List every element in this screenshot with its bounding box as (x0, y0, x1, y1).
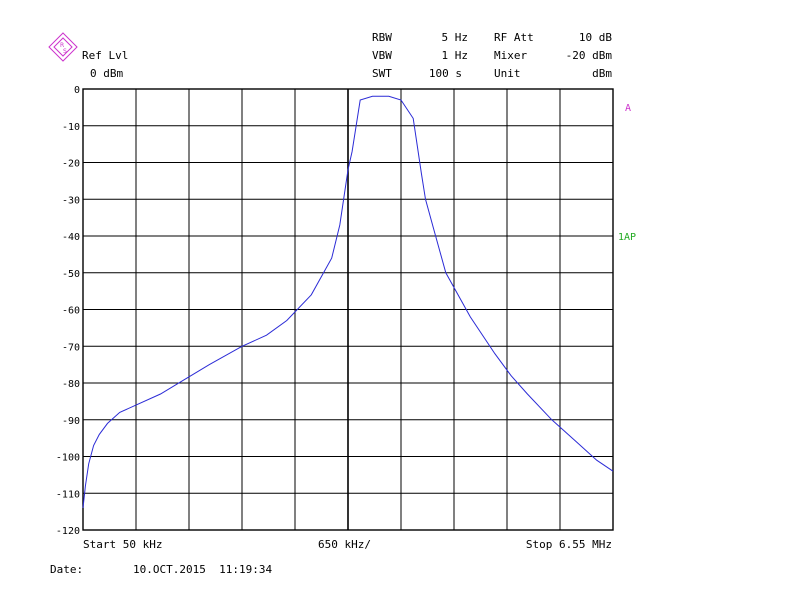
y-tick-label: -90 (62, 416, 80, 427)
plot-grid (82, 88, 614, 531)
span-per-division: 650 kHz/ (318, 538, 371, 551)
rohde-schwarz-logo-icon: R S (48, 32, 78, 62)
y-tick-label: -10 (62, 122, 80, 133)
y-tick-label: -70 (62, 342, 80, 353)
unit-value: dBm (592, 67, 612, 80)
y-tick-labels: 0 -10 -20 -30 -40 -50 -60 -70 -80 -90 -100 -110 -120 (56, 85, 80, 537)
swt-label: SWT (372, 67, 392, 80)
date-label: Date: (50, 563, 84, 576)
start-frequency: Start 50 kHz (83, 538, 163, 551)
svg-text:S: S (63, 48, 67, 55)
plot-frame (82, 88, 614, 531)
vbw-value: 1 Hz (441, 49, 469, 62)
trace-a-marker: A (625, 103, 632, 114)
y-tick-label: -100 (56, 453, 80, 464)
mixer-label: Mixer (494, 49, 528, 62)
y-tick-label: -30 (62, 195, 80, 206)
rbw-value: 5 Hz (441, 31, 469, 44)
vbw-label: VBW (372, 49, 392, 62)
spectrum-trace (82, 95, 614, 508)
trace-1ap-marker: 1AP (618, 232, 637, 243)
swt-value: 100 s (428, 67, 462, 80)
ref-level-value: 0 dBm (90, 67, 124, 80)
y-tick-label: 0 (74, 85, 80, 96)
svg-text:R: R (60, 42, 64, 49)
y-tick-label: -60 (62, 306, 80, 317)
mixer-value: -20 dBm (565, 49, 612, 62)
y-tick-label: -40 (62, 232, 80, 243)
y-tick-label: -120 (56, 526, 80, 537)
rbw-label: RBW (372, 31, 392, 44)
y-tick-label: -50 (62, 269, 80, 280)
stop-frequency: Stop 6.55 MHz (525, 538, 612, 551)
y-tick-label: -110 (56, 489, 80, 500)
rf-att-label: RF Att (494, 31, 534, 44)
y-tick-label: -20 (62, 159, 80, 170)
ref-level-label: Ref Lvl (82, 49, 129, 62)
date-value: 10.OCT.2015 11:19:34 (133, 563, 273, 576)
y-tick-label: -80 (62, 379, 80, 390)
unit-label: Unit (494, 67, 521, 80)
rf-att-value: 10 dB (578, 31, 612, 44)
